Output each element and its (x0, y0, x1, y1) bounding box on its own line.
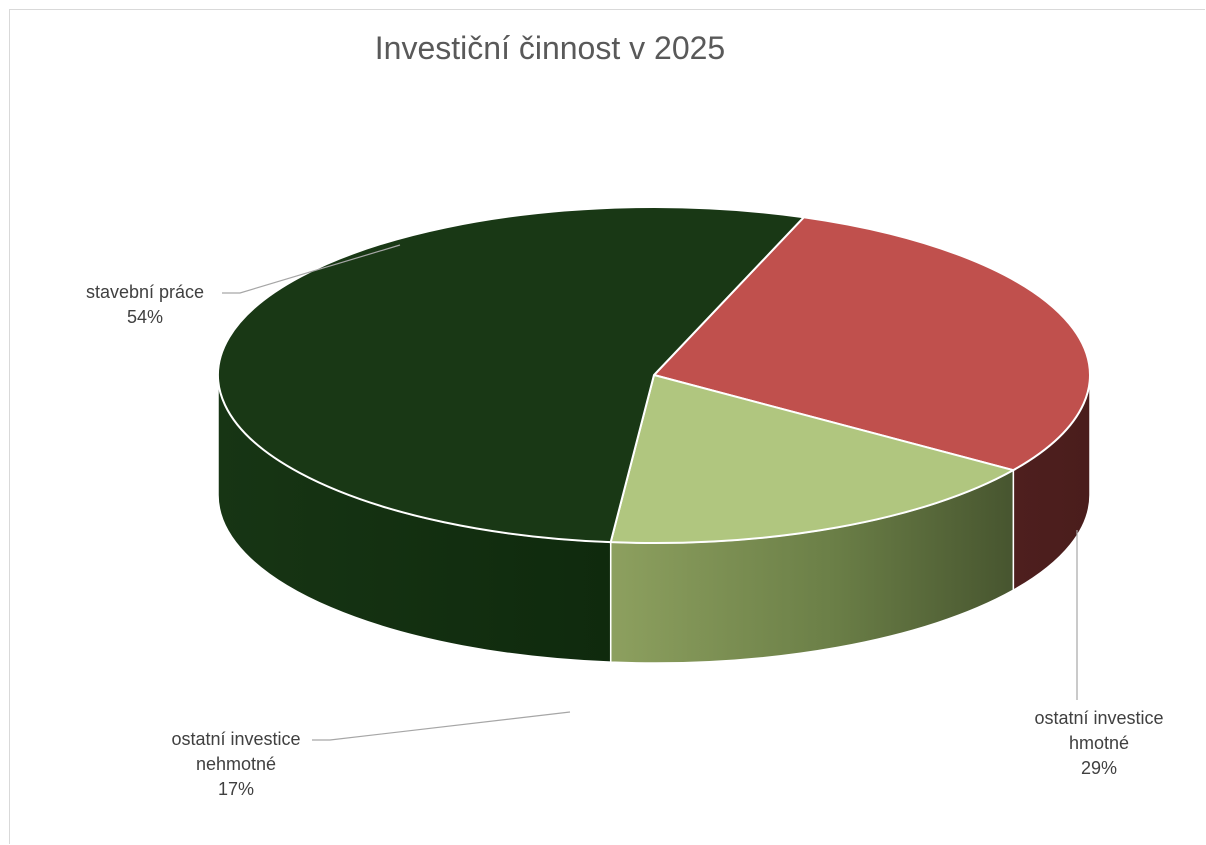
slice-stavebni-prace-label: stavební práce 54% (86, 282, 204, 327)
slice-ostatni-investice-hmotne-label-line: 29% (1081, 758, 1117, 778)
slice-ostatni-investice-nehmotne-label-line: nehmotné (196, 754, 276, 774)
slice-ostatni-investice-nehmotne-label-line: ostatní investice (171, 729, 300, 749)
pie-labels: stavební práce 54% ostatní investice hmotné… (86, 244, 1164, 799)
slice-ostatni-investice-hmotne (652, 216, 1091, 472)
slice-ostatni-investice-nehmotne-label: ostatní investice nehmotné 17% (171, 729, 300, 799)
slice-stavebni-prace (217, 206, 806, 544)
slice-stavebni-prace-label-line: stavební práce (86, 282, 204, 302)
slice-ostatni-investice-hmotne-label-line: hmotné (1069, 733, 1129, 753)
pie-tops (217, 206, 1091, 544)
slice-ostatni-investice-nehmotne-leader-line (312, 711, 571, 741)
chart-title: Investiční činnost v 2025 (374, 30, 726, 66)
chart-frame (9, 9, 1205, 844)
slice-ostatni-investice-nehmotne (609, 373, 1016, 544)
slice-stavebni-prace-leader-line (222, 244, 401, 294)
slice-ostatni-investice-nehmotne-label-line: 17% (218, 779, 254, 799)
slice-ostatni-investice-hmotne-label-line: ostatní investice (1034, 708, 1163, 728)
slice-ostatni-investice-hmotne-label: ostatní investice hmotné 29% (1034, 708, 1163, 778)
slice-stavebni-prace-label-line: 54% (127, 307, 163, 327)
